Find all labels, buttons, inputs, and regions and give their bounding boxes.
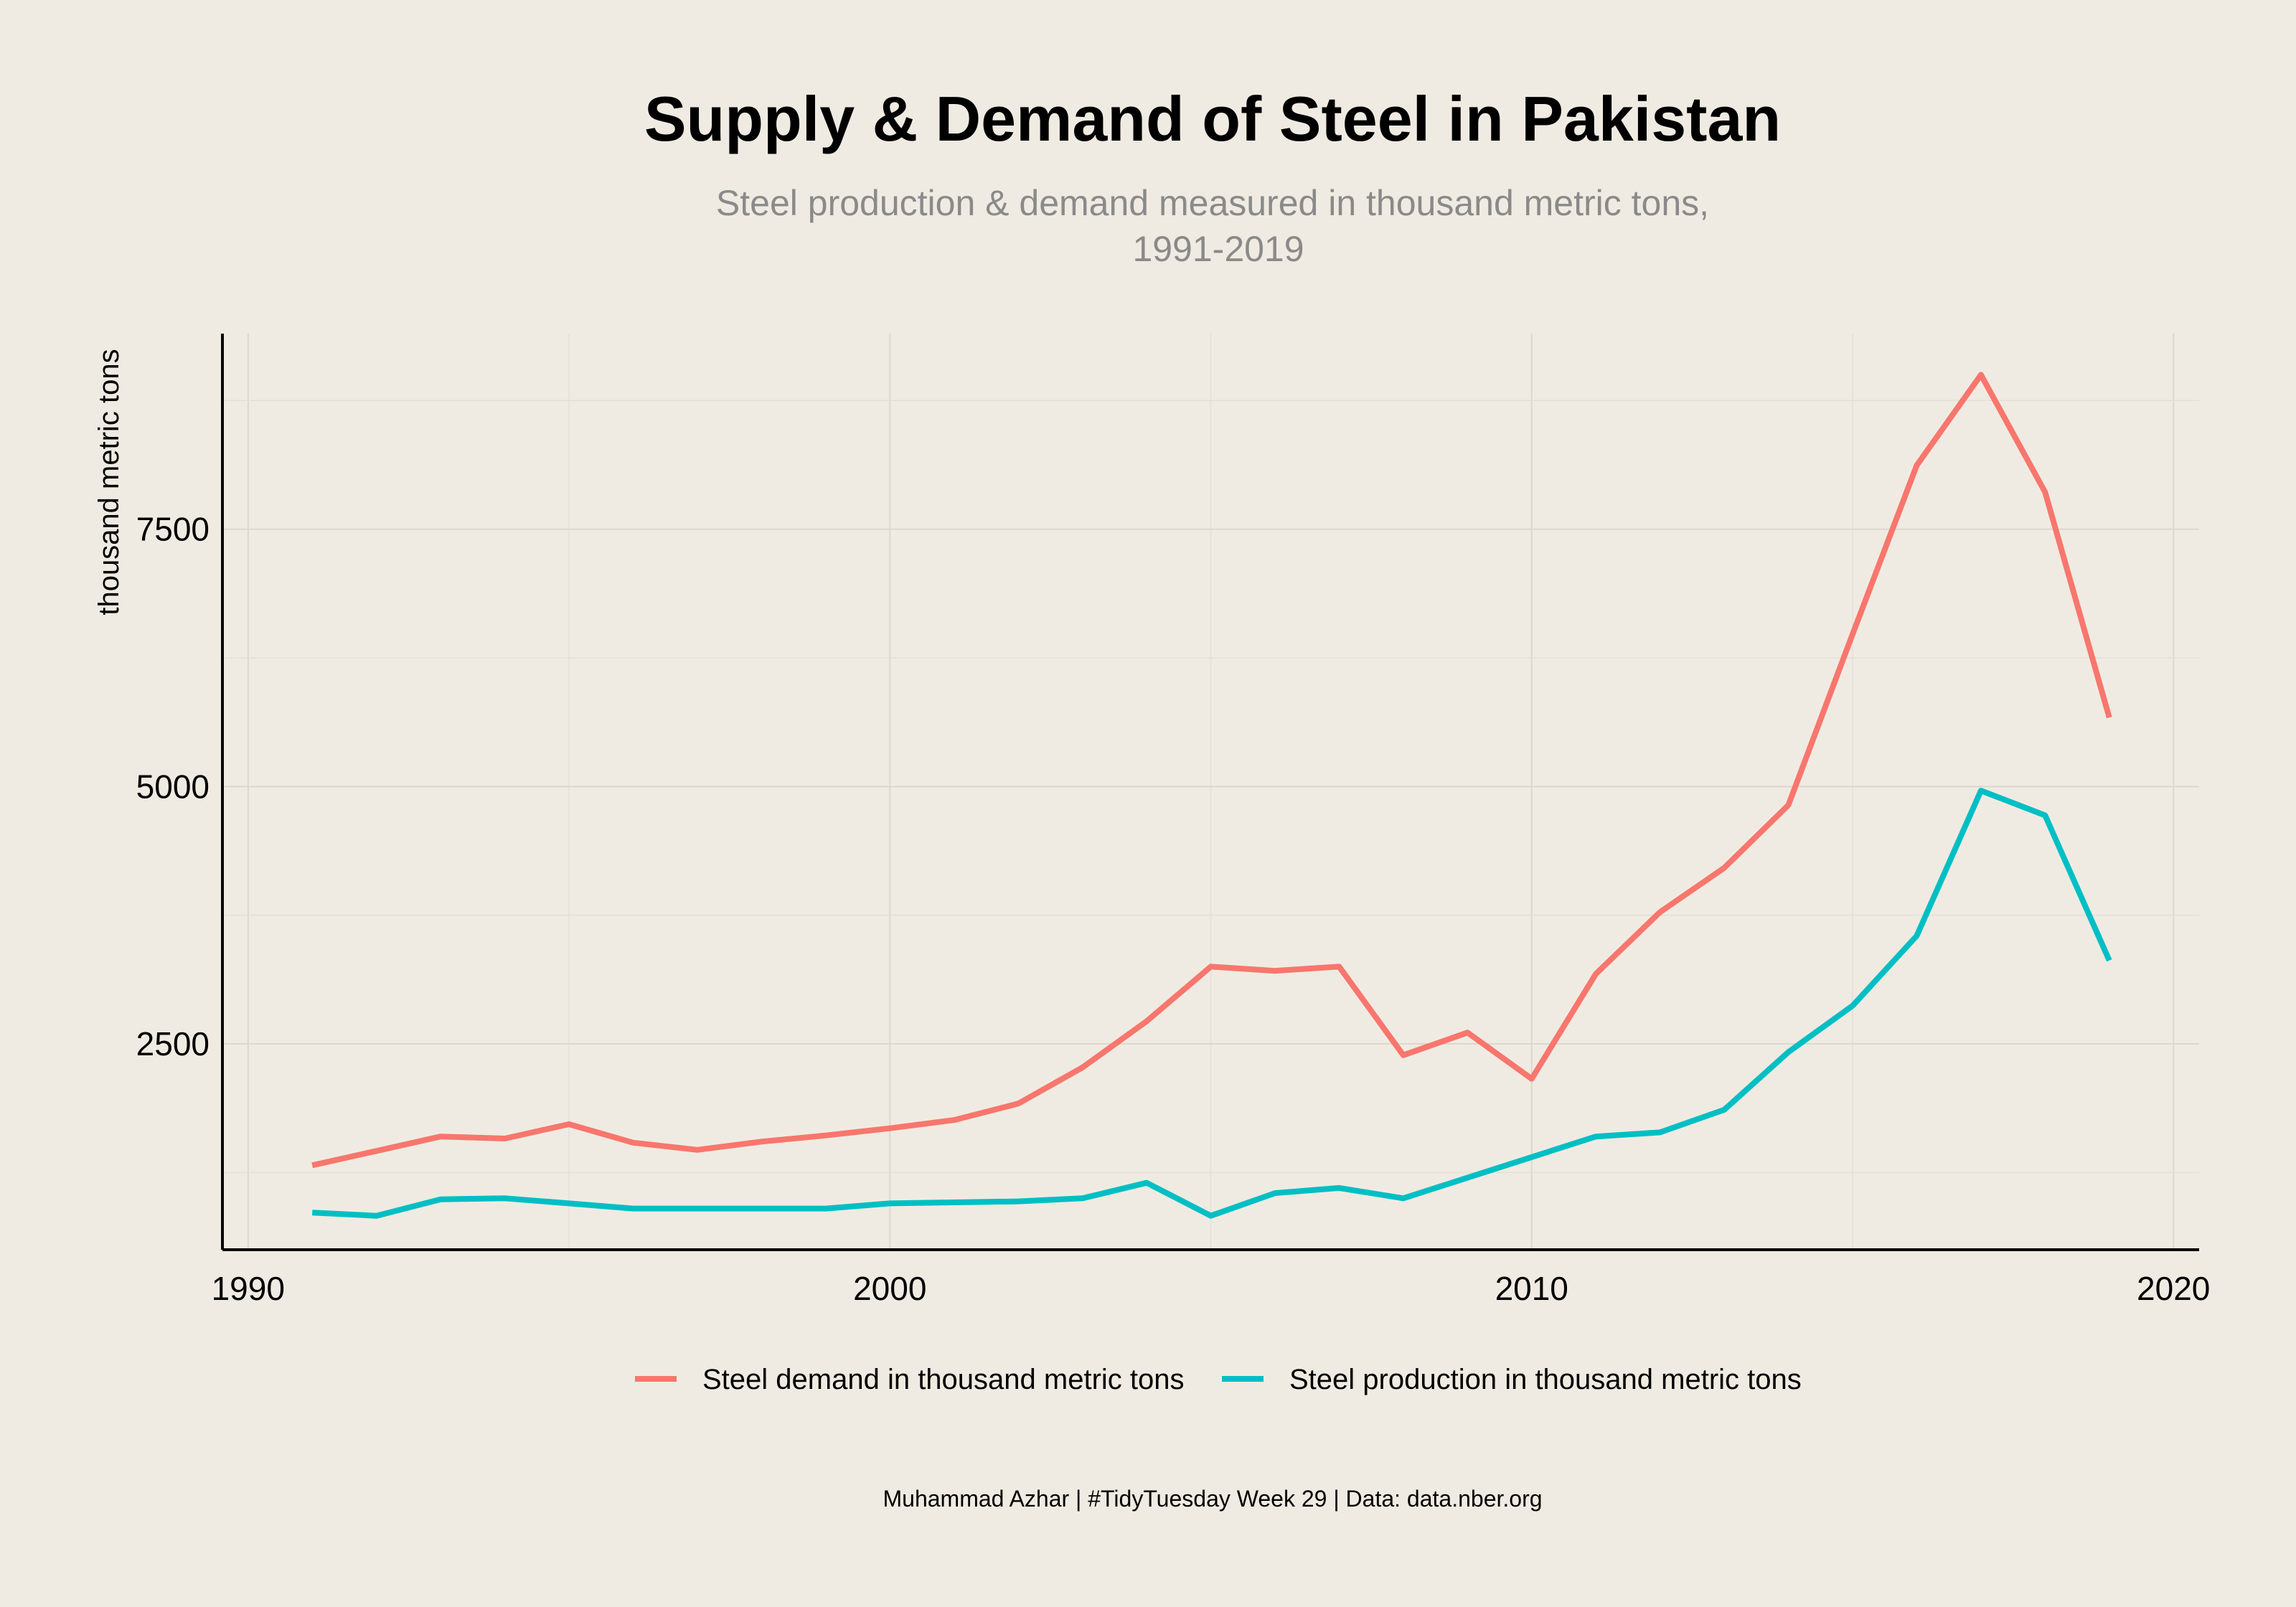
y-tick-label-7500: 7500: [136, 511, 210, 548]
x-tick-label-2010: 2010: [1495, 1270, 1568, 1307]
x-tick-label-2020: 2020: [2137, 1270, 2210, 1307]
x-tick-label-1990: 1990: [212, 1270, 285, 1307]
series-line-demand: [311, 372, 2112, 1169]
chart-subtitle-line-2: 1991-2019: [1132, 229, 1304, 269]
tick-labels: 1990 2000 2010 2020 2500 5000 7500: [136, 511, 2211, 1307]
chart-caption: Muhammad Azhar | #TidyTuesday Week 29 | …: [883, 1486, 1542, 1512]
chart-title: Supply & Demand of Steel in Pakistan: [644, 83, 1781, 154]
y-tick-label-2500: 2500: [136, 1025, 210, 1062]
axes: [221, 334, 2199, 1251]
legend: Steel demand in thousand metric tons Stee…: [635, 1364, 1802, 1395]
legend-label-demand: Steel demand in thousand metric tons: [702, 1364, 1185, 1395]
legend-label-production: Steel production in thousand metric tons: [1289, 1364, 1802, 1395]
series-lines: [311, 372, 2112, 1219]
x-tick-label-2000: 2000: [853, 1270, 926, 1307]
series-line-production: [312, 788, 2112, 1219]
y-tick-label-5000: 5000: [136, 768, 210, 805]
chart-subtitle-line-1: Steel production & demand measured in th…: [716, 183, 1709, 223]
grid: [222, 334, 2199, 1250]
y-axis-title: thousand metric tons: [93, 349, 125, 615]
